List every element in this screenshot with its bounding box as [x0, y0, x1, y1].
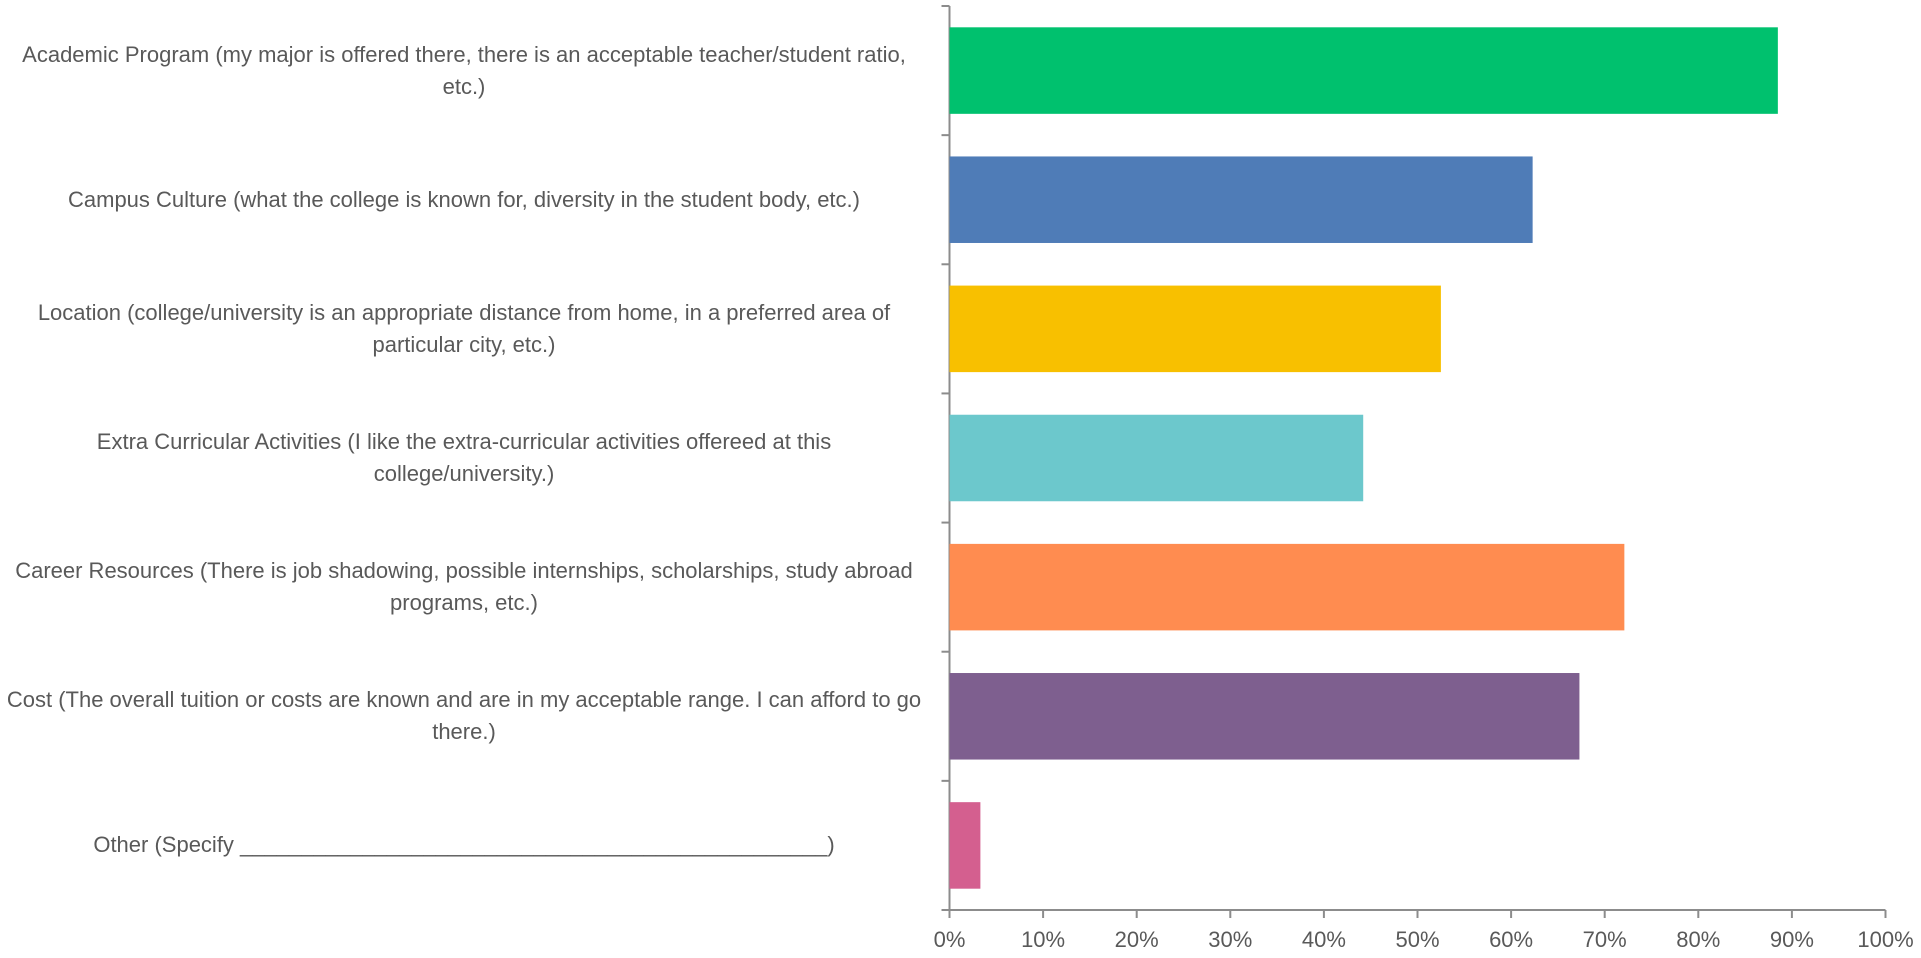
- bar: [949, 27, 1778, 114]
- x-tick-label: 100%: [1857, 927, 1913, 952]
- x-tick-label: 70%: [1583, 927, 1627, 952]
- y-tick-label: Extra Curricular Activities (I like the …: [96, 428, 832, 486]
- y-tick-label: Campus Culture (what the college is know…: [68, 186, 860, 212]
- x-tick-label: 60%: [1489, 927, 1533, 952]
- bar: [949, 156, 1533, 243]
- x-tick-label: 30%: [1208, 927, 1252, 952]
- y-tick-label: Location (college/university is an appro…: [37, 299, 891, 357]
- x-tick-label: 90%: [1770, 927, 1814, 952]
- x-tick-label: 50%: [1395, 927, 1439, 952]
- y-tick-label: Other (Specify _________________________…: [93, 832, 835, 858]
- x-tick-label: 80%: [1676, 927, 1720, 952]
- bar: [949, 802, 981, 889]
- y-tick-label: Cost (The overall tuition or costs are k…: [6, 687, 922, 745]
- x-tick-label: 20%: [1115, 927, 1159, 952]
- bar: [949, 285, 1441, 373]
- bar: [949, 414, 1364, 502]
- x-tick-label: 0%: [934, 927, 966, 952]
- bar: [949, 543, 1625, 631]
- x-tick-label: 10%: [1021, 927, 1065, 952]
- bar: [949, 673, 1580, 760]
- y-tick-label: Career Resources (There is job shadowing…: [15, 558, 913, 616]
- x-tick-label: 40%: [1302, 927, 1346, 952]
- y-tick-label: Academic Program (my major is offered th…: [22, 41, 906, 99]
